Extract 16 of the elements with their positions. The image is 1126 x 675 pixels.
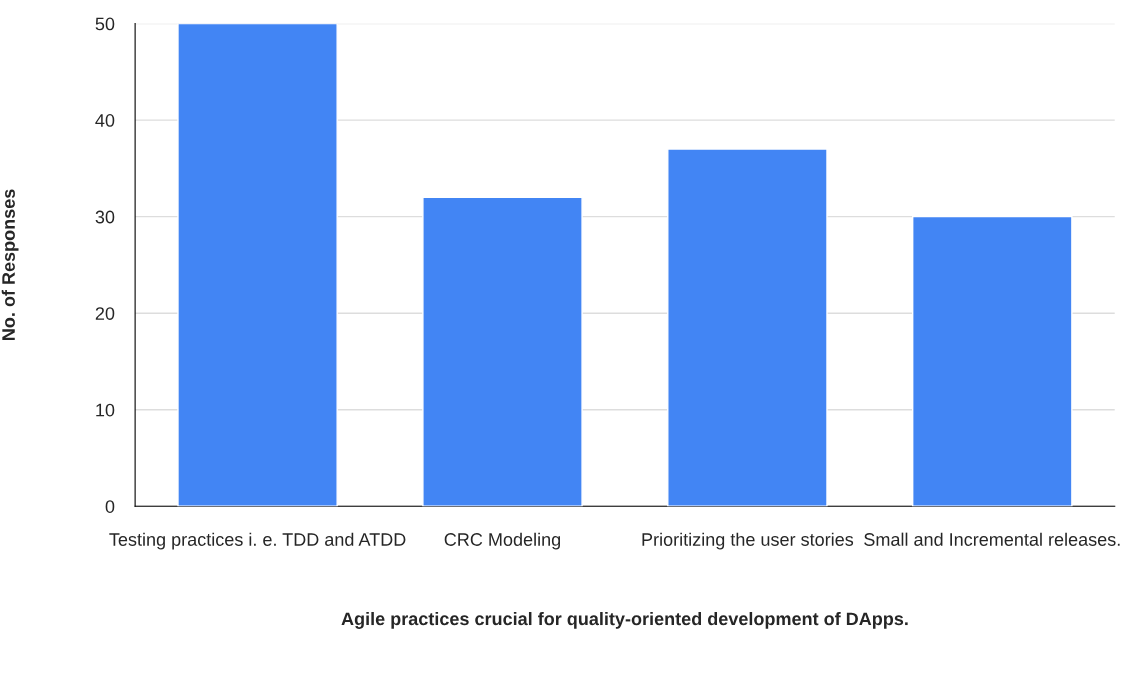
bar (667, 148, 828, 507)
bar (911, 215, 1073, 507)
y-tick-label: 20 (95, 307, 115, 320)
bar (422, 196, 583, 507)
x-tick-label: CRC Modeling (444, 532, 561, 550)
y-tick-label: 0 (105, 500, 115, 513)
y-tick-label: 10 (96, 403, 115, 417)
bar (177, 23, 338, 507)
y-tick-label: 30 (95, 210, 115, 224)
y-tick-label: 40 (95, 114, 115, 127)
x-tick-label: Testing practices i. e. TDD and ATDD (109, 532, 406, 550)
x-tick-label: Prioritizing the user stories (642, 532, 854, 550)
x-tick-label: Small and Incremental releases. (864, 532, 1120, 546)
y-tick-label: 50 (95, 17, 115, 31)
y-axis-title: No. of Responses (1, 189, 19, 340)
x-axis-title: Agile practices crucial for quality-oriented development of DApps. (341, 611, 908, 629)
